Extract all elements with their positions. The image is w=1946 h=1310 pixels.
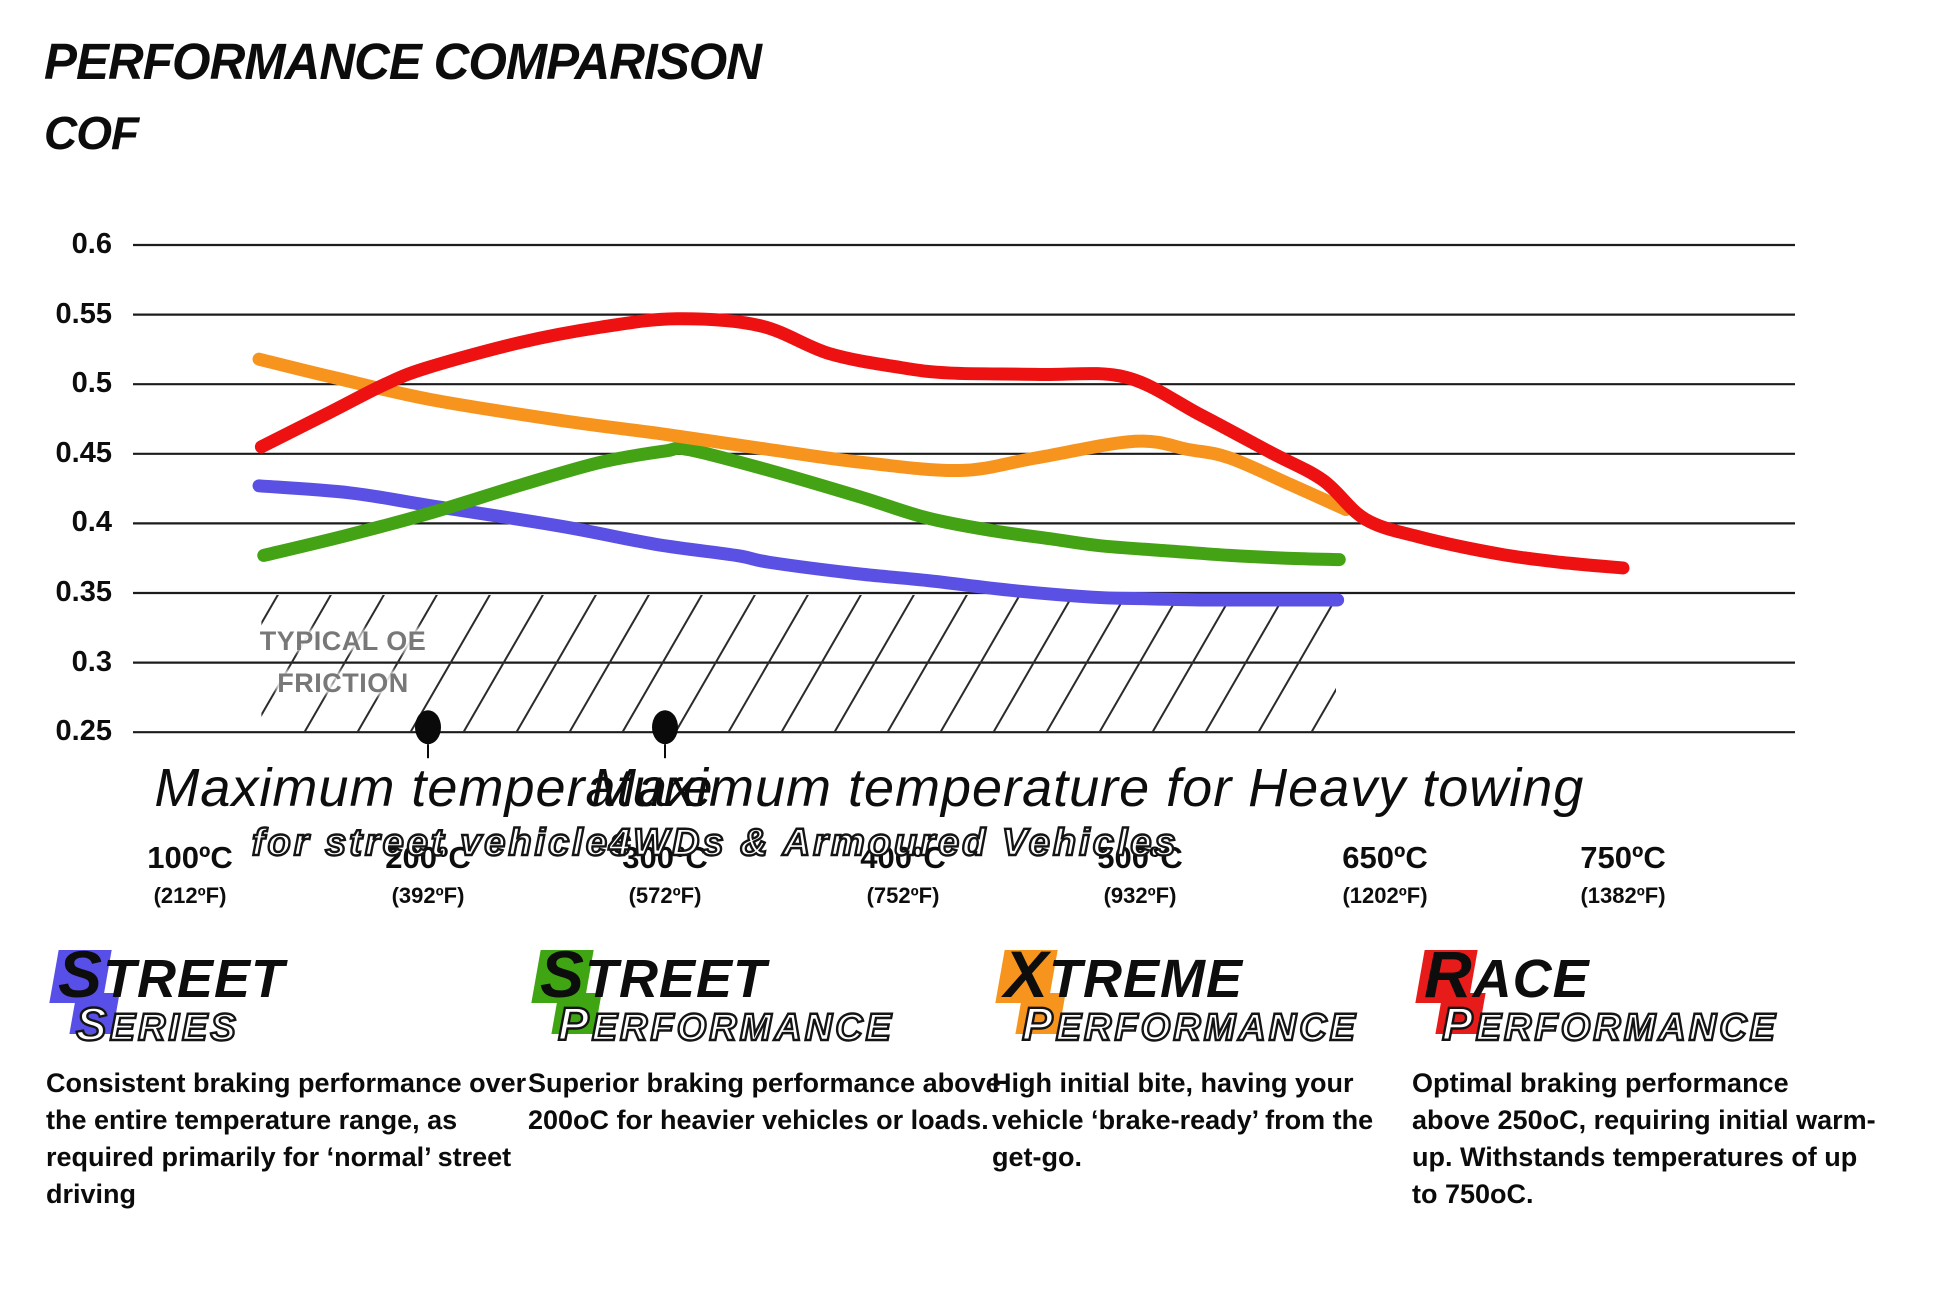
page-title: PERFORMANCE COMPARISON: [44, 33, 762, 90]
x-tick-label: 650ºC (1202ºF): [1342, 840, 1427, 909]
x-tick-celsius: 200ºC: [385, 840, 471, 875]
logo-word2: PERFORMANCE: [1021, 998, 1359, 1050]
logo-word1: STREET: [540, 937, 768, 1011]
x-tick-label: 750ºC (1382ºF): [1580, 840, 1665, 909]
max-temp-marker-dot: [415, 710, 441, 745]
typical-oe-friction-label: TYPICAL OE FRICTION: [259, 626, 427, 698]
y-tick-label: 0.35: [55, 576, 112, 608]
logo-word1: RACE: [1424, 937, 1590, 1011]
series-line-street-series: [252, 479, 1345, 607]
x-tick-label: 100ºC (212ºF): [147, 840, 232, 909]
annotation-max-temp-street: Maximum temperature for street vehicles: [142, 760, 713, 866]
product-description: Superior braking performance above 200oC…: [528, 1068, 1001, 1135]
logo-word1: STREET: [58, 937, 286, 1011]
x-tick-label: 200ºC (392ºF): [385, 840, 470, 909]
x-tick-label: 500ºC (932ºF): [1097, 840, 1182, 909]
x-tick-celsius: 750ºC: [1580, 840, 1666, 875]
annotation-max-temp-towing: Maximum temperature for Heavy towing 4WD…: [579, 760, 1584, 866]
x-tick-fahrenheit: (1202ºF): [1342, 883, 1428, 908]
y-tick-label: 0.25: [55, 715, 112, 748]
y-tick-label: 0.55: [55, 297, 112, 330]
max-temp-marker-dot: [652, 710, 678, 745]
x-tick-fahrenheit: (1382ºF): [1580, 883, 1666, 908]
annotation-line-bold: for street vehicles: [251, 821, 635, 865]
logo-word2: PERFORMANCE: [557, 998, 895, 1050]
y-axis-title: COF: [44, 107, 139, 159]
y-tick-label: 0.4: [71, 506, 112, 539]
brand-logo-xtreme-performance: XTREME PERFORMANCE High initial bite, ha…: [992, 937, 1374, 1176]
brand-logo-street-performance: STREET PERFORMANCE Superior braking perf…: [528, 937, 1001, 1139]
series-line-race-performance: [254, 312, 1630, 575]
x-tick-celsius: 300ºC: [622, 840, 708, 875]
product-description: Optimal braking performance above 250oC,…: [1412, 1068, 1876, 1209]
product-description: Consistent braking performance over the …: [46, 1068, 527, 1209]
logo-word2: PERFORMANCE: [1441, 998, 1779, 1050]
annotation-line: Maximum temperature for Heavy towing: [591, 758, 1585, 818]
logo-word2: SERIES: [75, 998, 239, 1050]
x-tick-celsius: 650ºC: [1342, 840, 1428, 875]
x-tick-label: 400ºC (752ºF): [860, 840, 945, 909]
series-line-xtreme-performance: [252, 352, 1353, 516]
x-tick-celsius: 400ºC: [860, 840, 946, 875]
x-tick-fahrenheit: (752ºF): [866, 883, 940, 908]
y-tick-label: 0.5: [71, 367, 112, 400]
x-tick-label: 300ºC (572ºF): [622, 840, 707, 909]
y-tick-label: 0.45: [55, 436, 112, 469]
y-tick-label: 0.6: [71, 228, 112, 260]
annotation-line: Maximum temperature: [154, 758, 714, 818]
x-tick-fahrenheit: (212ºF): [153, 883, 227, 908]
x-tick-fahrenheit: (572ºF): [628, 883, 702, 908]
logo-word1: XTREME: [1004, 937, 1244, 1011]
x-tick-celsius: 500ºC: [1097, 840, 1183, 875]
annotation-line-bold: 4WDs & Armoured Vehicles: [608, 821, 1179, 865]
series-line-street-performance: [257, 441, 1346, 567]
x-tick-celsius: 100ºC: [147, 840, 233, 875]
x-tick-fahrenheit: (932ºF): [1103, 883, 1177, 908]
y-tick-label: 0.3: [71, 645, 112, 678]
x-tick-fahrenheit: (392ºF): [391, 883, 465, 908]
brand-logo-race-performance: RACE PERFORMANCE Optimal braking perform…: [1412, 937, 1876, 1213]
brand-logo-street-series: STREET SERIES Consistent braking perform…: [46, 937, 527, 1213]
product-description: High initial bite, having your vehicle ‘…: [992, 1068, 1374, 1172]
